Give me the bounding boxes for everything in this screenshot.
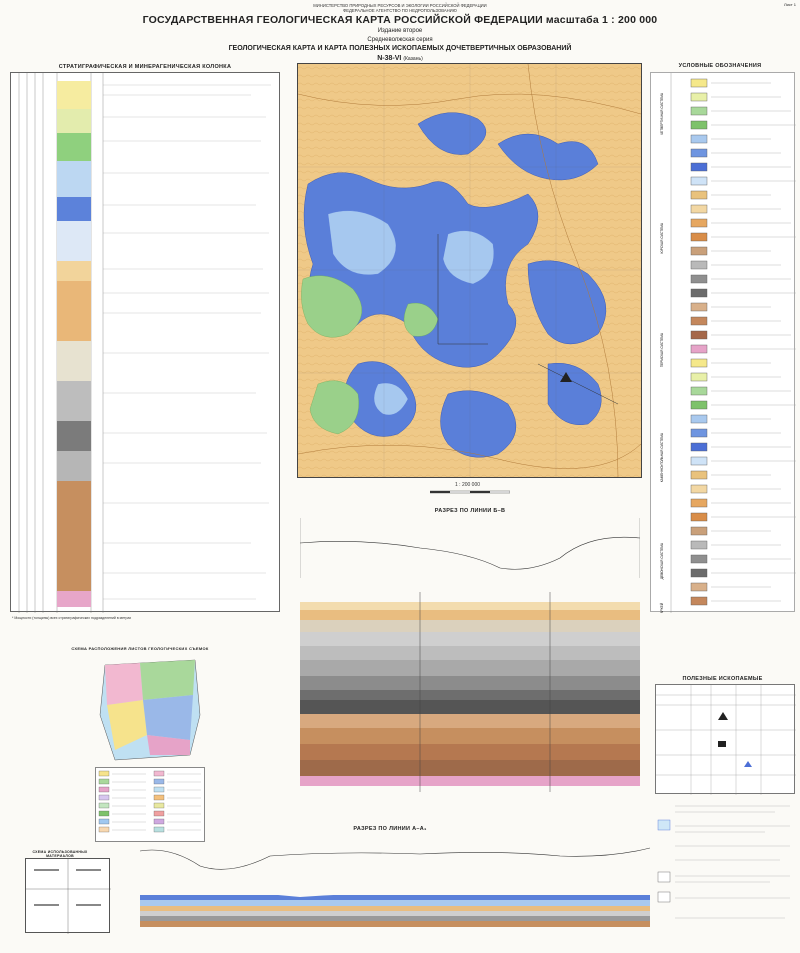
legend-swatch	[690, 106, 708, 116]
minerals-notes	[655, 798, 795, 938]
legend-swatch	[690, 400, 708, 410]
legend-section-label: ДЕВОНСКАЯ СИСТЕМА	[660, 542, 664, 579]
scheme-geo-map	[95, 655, 205, 765]
legend-swatch	[690, 134, 708, 144]
geological-map[interactable]	[297, 63, 642, 478]
section-a-title: РАЗРЕЗ ПО ЛИНИИ А–А₁	[353, 826, 427, 832]
legend-section-label: ЧЕТВЕРТИЧНАЯ СИСТЕМА	[660, 92, 664, 135]
legend-swatch	[690, 414, 708, 424]
legend-swatch	[690, 526, 708, 536]
scheme-geo-legend	[95, 767, 205, 842]
legend-swatch	[690, 456, 708, 466]
legend-swatch	[690, 372, 708, 382]
legend-swatch	[690, 582, 708, 592]
mineral-deposit-icon	[560, 372, 572, 382]
legend-swatch	[690, 190, 708, 200]
edition-label: Издание второе	[377, 28, 423, 34]
legend-section-label: ЮРСКАЯ СИСТЕМА	[660, 222, 664, 253]
scheme-used-title: СХЕМА ИСПОЛЬЗОВАННЫХ МАТЕРИАЛОВ	[32, 850, 88, 858]
legend-swatch	[690, 554, 708, 564]
map-scale: 1 : 200 000	[455, 482, 481, 488]
legend-swatch	[690, 260, 708, 270]
legend-swatch	[690, 232, 708, 242]
legend-swatch	[690, 596, 708, 606]
strat-column-title: СТРАТИГРАФИЧЕСКАЯ И МИНЕРАГЕНИЧЕСКАЯ КОЛ…	[58, 64, 232, 70]
minerals-title: ПОЛЕЗНЫЕ ИСКОПАЕМЫЕ	[682, 676, 763, 682]
legend-swatch	[690, 470, 708, 480]
scale-bar	[430, 490, 510, 494]
scheme-geo-title: СХЕМА РАСПОЛОЖЕНИЯ ЛИСТОВ ГЕОЛОГИЧЕСКИХ …	[71, 646, 209, 651]
legend-swatch	[690, 218, 708, 228]
ministry-line1: МИНИСТЕРСТВО ПРИРОДНЫХ РЕСУРСОВ И ЭКОЛОГ…	[313, 3, 487, 8]
legend-section-label: КАМЕННОУГОЛЬНАЯ СИСТЕМА	[660, 432, 664, 482]
legend-title: УСЛОВНЫЕ ОБОЗНАЧЕНИЯ	[678, 63, 762, 69]
section-bv-title: РАЗРЕЗ ПО ЛИНИИ Б–В	[434, 508, 506, 514]
legend-swatch	[690, 92, 708, 102]
legend-swatch	[690, 176, 708, 186]
legend-swatch	[690, 302, 708, 312]
strat-footnote: * Мощности (толщины) всех стратиграфичес…	[12, 616, 132, 620]
legend-swatch	[690, 498, 708, 508]
section-a-profile	[140, 836, 650, 878]
sheet-code: N-38-VI	[377, 55, 402, 62]
legend-section-label: АРХЕЙ	[660, 602, 664, 613]
map-title: ГЕОЛОГИЧЕСКАЯ КАРТА И КАРТА ПОЛЕЗНЫХ ИСК…	[228, 45, 572, 52]
sheet-name: (Казань)	[403, 56, 423, 62]
strat-column	[10, 72, 280, 613]
legend-swatch	[690, 274, 708, 284]
legend-swatch	[690, 330, 708, 340]
minerals-table	[655, 684, 796, 795]
section-a-cross	[140, 885, 650, 930]
legend-swatch	[690, 512, 708, 522]
legend-swatch	[690, 386, 708, 396]
legend-swatch	[690, 316, 708, 326]
legend-swatch	[690, 358, 708, 368]
legend-swatch	[690, 428, 708, 438]
series-label: Средневолжская серия	[367, 37, 433, 43]
legend-swatch	[690, 540, 708, 550]
section-bv-cross	[300, 592, 640, 802]
strat-column-graphic	[18, 73, 271, 613]
scheme-used-map	[25, 858, 111, 934]
legend-swatch	[690, 484, 708, 494]
sheet-number: Лист 1	[783, 2, 796, 7]
legend-swatch	[690, 120, 708, 130]
legend-swatch	[690, 204, 708, 214]
legend-swatch	[690, 288, 708, 298]
legend-panel: ЧЕТВЕРТИЧНАЯ СИСТЕМА ЮРСКАЯ СИСТЕМА ПЕРМСК…	[650, 72, 796, 613]
legend-swatch	[690, 344, 708, 354]
legend-section-label: ПЕРМСКАЯ СИСТЕМА	[660, 332, 664, 367]
page-title: ГОСУДАРСТВЕННАЯ ГЕОЛОГИЧЕСКАЯ КАРТА РОСС…	[142, 14, 658, 26]
legend-swatch	[690, 78, 708, 88]
section-bv-profile	[300, 518, 640, 578]
legend-swatch	[690, 148, 708, 158]
legend-swatch	[690, 246, 708, 256]
legend-swatch	[690, 162, 708, 172]
legend-swatch	[690, 568, 708, 578]
ministry-line2: ФЕДЕРАЛЬНОЕ АГЕНТСТВО ПО НЕДРОПОЛЬЗОВАНИ…	[343, 8, 457, 13]
legend-swatch	[690, 442, 708, 452]
